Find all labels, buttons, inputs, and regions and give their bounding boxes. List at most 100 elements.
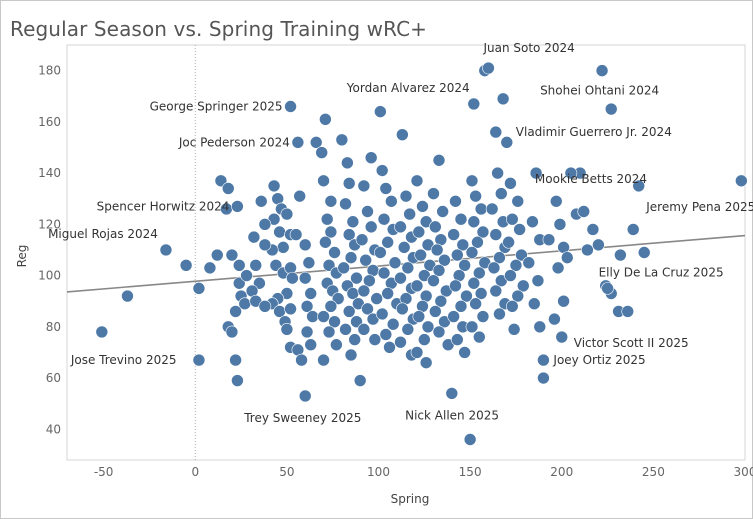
data-point[interactable] — [429, 305, 442, 318]
data-point[interactable] — [383, 340, 396, 354]
data-point[interactable] — [357, 323, 371, 336]
data-point[interactable] — [548, 312, 561, 326]
data-point[interactable] — [542, 233, 556, 246]
data-point[interactable] — [322, 325, 336, 339]
data-point[interactable] — [586, 223, 600, 236]
data-point[interactable] — [317, 353, 330, 367]
data-point[interactable] — [304, 338, 318, 352]
data-point[interactable] — [526, 215, 539, 229]
data-point[interactable] — [557, 294, 570, 308]
data-point[interactable] — [476, 225, 490, 239]
data-point[interactable] — [414, 248, 427, 262]
data-point[interactable] — [505, 299, 519, 313]
data-point[interactable] — [298, 238, 312, 252]
data-point[interactable] — [513, 223, 526, 236]
data-point[interactable] — [500, 136, 514, 149]
data-point[interactable] — [357, 284, 371, 298]
data-point[interactable] — [421, 320, 435, 334]
data-point[interactable] — [276, 241, 290, 254]
data-point[interactable] — [280, 323, 294, 336]
data-point[interactable] — [430, 243, 444, 257]
data-point[interactable] — [381, 235, 394, 249]
data-point[interactable] — [396, 302, 409, 316]
data-point[interactable] — [418, 333, 431, 346]
labeled-data-point[interactable] — [564, 166, 578, 180]
data-point[interactable] — [531, 274, 545, 287]
data-point[interactable] — [401, 261, 415, 275]
data-point[interactable] — [432, 153, 446, 167]
data-point[interactable] — [504, 177, 517, 190]
data-point[interactable] — [632, 179, 646, 193]
data-point[interactable] — [504, 269, 517, 282]
data-point[interactable] — [258, 218, 272, 231]
labeled-data-point[interactable] — [284, 100, 297, 113]
labeled-data-point[interactable] — [555, 330, 569, 344]
data-point[interactable] — [388, 256, 402, 270]
data-point[interactable] — [364, 220, 378, 234]
data-point[interactable] — [399, 189, 413, 203]
data-point[interactable] — [549, 194, 563, 208]
data-point[interactable] — [626, 223, 640, 236]
data-point[interactable] — [346, 215, 360, 229]
labeled-data-point[interactable] — [595, 64, 609, 77]
data-point[interactable] — [225, 248, 239, 262]
data-point[interactable] — [249, 259, 263, 272]
data-point[interactable] — [247, 230, 261, 244]
data-point[interactable] — [476, 310, 490, 323]
data-point[interactable] — [232, 259, 246, 272]
data-point[interactable] — [458, 346, 471, 359]
data-point[interactable] — [121, 289, 134, 303]
data-point[interactable] — [614, 248, 627, 262]
data-point[interactable] — [432, 264, 446, 277]
data-point[interactable] — [429, 220, 442, 234]
data-point[interactable] — [460, 289, 473, 303]
data-point[interactable] — [511, 194, 525, 208]
data-point[interactable] — [253, 276, 266, 290]
data-point[interactable] — [361, 205, 374, 218]
data-point[interactable] — [451, 333, 464, 346]
data-point[interactable] — [511, 289, 525, 303]
data-point[interactable] — [553, 218, 567, 231]
labeled-data-point[interactable] — [482, 61, 495, 75]
data-point[interactable] — [507, 323, 521, 336]
data-point[interactable] — [637, 246, 651, 259]
data-point[interactable] — [436, 205, 449, 218]
data-point[interactable] — [432, 325, 446, 339]
data-point[interactable] — [385, 194, 398, 208]
data-point[interactable] — [551, 261, 565, 275]
data-point[interactable] — [456, 238, 470, 252]
data-point[interactable] — [396, 128, 409, 141]
data-point[interactable] — [493, 307, 506, 321]
data-point[interactable] — [221, 182, 235, 195]
data-point[interactable] — [491, 166, 504, 180]
data-point[interactable] — [284, 302, 297, 316]
data-point[interactable] — [359, 253, 372, 267]
data-point[interactable] — [502, 235, 515, 249]
data-point[interactable] — [458, 259, 471, 272]
data-point[interactable] — [350, 315, 363, 328]
data-point[interactable] — [604, 102, 618, 116]
data-point[interactable] — [509, 259, 523, 272]
data-point[interactable] — [515, 248, 528, 262]
data-point[interactable] — [386, 317, 400, 331]
data-point[interactable] — [410, 279, 424, 293]
data-point[interactable] — [355, 233, 369, 246]
data-point[interactable] — [592, 238, 605, 252]
data-point[interactable] — [401, 323, 415, 336]
data-point[interactable] — [397, 241, 411, 254]
data-point[interactable] — [286, 271, 299, 285]
data-point[interactable] — [344, 348, 358, 362]
data-point[interactable] — [353, 374, 367, 387]
data-point[interactable] — [374, 246, 387, 259]
data-point[interactable] — [330, 338, 343, 352]
data-point[interactable] — [300, 325, 314, 339]
data-point[interactable] — [357, 179, 371, 193]
data-point[interactable] — [203, 261, 217, 275]
labeled-data-point[interactable] — [489, 125, 503, 139]
data-point[interactable] — [451, 248, 464, 262]
data-point[interactable] — [306, 310, 319, 323]
data-point[interactable] — [489, 228, 503, 241]
data-point[interactable] — [280, 207, 294, 221]
data-point[interactable] — [258, 299, 272, 313]
data-point[interactable] — [374, 105, 387, 118]
